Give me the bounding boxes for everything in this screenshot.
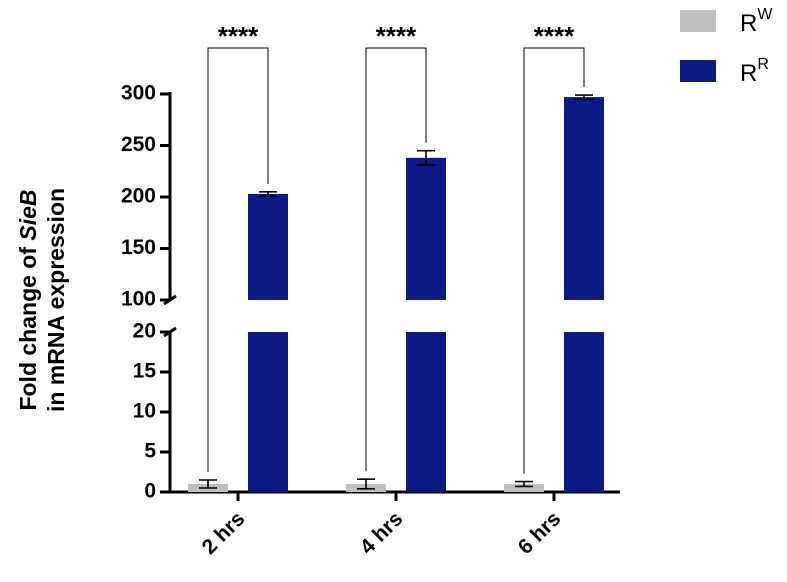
bar	[248, 332, 288, 492]
svg-text:Fold change of SieB: Fold change of SieB	[15, 189, 41, 410]
y-tick-label: 250	[121, 133, 156, 156]
legend-label: RW	[740, 6, 773, 37]
legend-name: R	[740, 10, 757, 37]
y-tick-label: 20	[133, 320, 156, 343]
y-tick-label: 100	[121, 288, 156, 311]
legend-superscript: W	[757, 6, 773, 23]
y-label-line1: Fold change of	[15, 247, 41, 411]
y-tick-label: 0	[144, 480, 156, 503]
significance-bracket	[207, 47, 269, 472]
bar	[406, 332, 446, 492]
error-bar	[199, 479, 217, 489]
y-label-line2: in mRNA expression	[43, 188, 69, 412]
x-tick-label: 2 hrs	[198, 507, 250, 559]
significance-label: ****	[376, 21, 417, 51]
y-tick-label: 150	[121, 236, 156, 259]
error-bar	[417, 149, 435, 166]
legend-label: RR	[740, 56, 769, 87]
legend-superscript: R	[757, 56, 769, 73]
legend-swatch	[680, 10, 716, 32]
y-axis-label: Fold change of SieB in mRNA expression	[15, 188, 69, 412]
bar	[564, 97, 604, 300]
bar	[564, 332, 604, 492]
significance-label: ****	[534, 21, 575, 51]
x-tick-label: 6 hrs	[514, 507, 566, 559]
error-bar	[357, 478, 375, 490]
significance-bracket	[365, 47, 427, 472]
y-tick-label: 5	[144, 440, 156, 463]
error-bar	[259, 191, 277, 197]
bar	[406, 157, 446, 300]
x-tick-label: 4 hrs	[356, 507, 408, 559]
y-tick-label: 300	[121, 82, 156, 105]
legend-name: R	[740, 60, 757, 87]
y-tick-label: 200	[121, 185, 156, 208]
significance-bracket	[523, 47, 585, 474]
error-bar	[575, 94, 593, 100]
y-tick-label: 15	[133, 360, 157, 383]
bar	[504, 484, 544, 492]
y-tick-label: 10	[133, 400, 156, 423]
legend-swatch	[680, 60, 716, 82]
significance-label: ****	[218, 21, 259, 51]
error-bar	[515, 480, 533, 488]
bar	[248, 193, 288, 300]
y-label-italic: SieB	[15, 189, 41, 240]
